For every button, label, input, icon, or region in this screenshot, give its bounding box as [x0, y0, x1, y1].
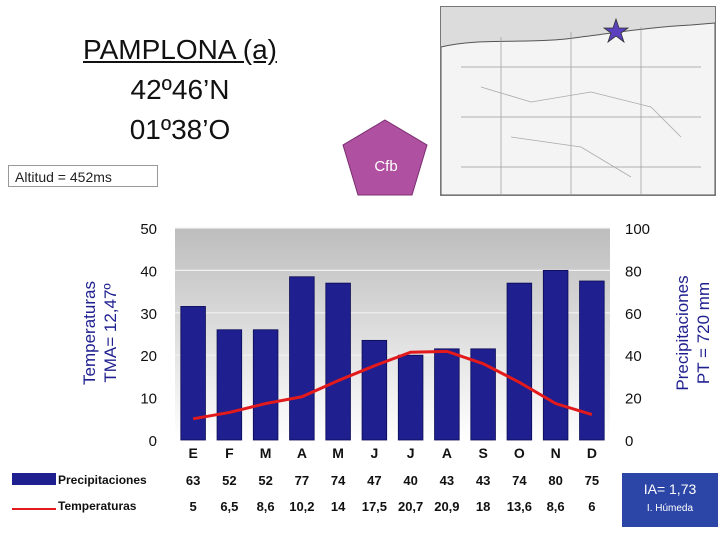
- right-tick-label: 80: [625, 263, 642, 280]
- precipitation-value: 52: [258, 473, 272, 488]
- precipitation-bar: [216, 329, 243, 441]
- temperature-value: 17,5: [362, 499, 387, 514]
- temperature-value: 6,5: [220, 499, 238, 514]
- category-label: M: [332, 445, 344, 461]
- category-label: D: [587, 445, 597, 461]
- chart-title: PAMPLONA (a) 42º46’N 01º38’O: [60, 30, 300, 150]
- altitude-label: Altitud = 452ms: [8, 165, 158, 187]
- precipitation-value: 75: [585, 473, 599, 488]
- precipitation-bar: [325, 282, 351, 441]
- temperature-value: 6: [588, 499, 595, 514]
- aridity-index-box: IA= 1,73 I. Húmeda: [622, 473, 718, 527]
- left-tick-label: 10: [140, 391, 157, 408]
- left-tick-label: 40: [140, 263, 157, 280]
- precipitation-bar: [289, 276, 315, 441]
- category-label: N: [551, 445, 561, 461]
- category-label: A: [297, 445, 307, 461]
- location-map: [440, 6, 716, 196]
- legend-temperature: Temperaturas: [58, 499, 137, 513]
- left-axis-ticks: 0 10 20 30 40 50: [140, 221, 157, 450]
- aridity-index: IA= 1,73: [643, 481, 697, 497]
- station-name: PAMPLONA (a): [83, 34, 277, 65]
- category-label: J: [370, 445, 378, 461]
- precipitation-bar: [180, 306, 206, 441]
- precipitation-value: 47: [367, 473, 381, 488]
- temperature-row: 5 6,5 8,6 10,2 14 17,5 20,7 20,9 18 13,6 8,6 6: [190, 499, 596, 514]
- temperature-value: 20,7: [398, 499, 423, 514]
- temperature-value: 13,6: [507, 499, 532, 514]
- precipitation-bar: [579, 280, 605, 441]
- category-label: M: [260, 445, 272, 461]
- right-axis-label-1: Precipitaciones: [673, 275, 692, 390]
- temperature-value: 5: [190, 499, 197, 514]
- precipitation-bar: [361, 339, 388, 441]
- precipitation-value: 77: [295, 473, 309, 488]
- map-graphic: [441, 7, 715, 195]
- temperature-value: 8,6: [257, 499, 275, 514]
- left-tick-label: 0: [149, 433, 157, 450]
- left-axis-label-1: Temperaturas: [80, 281, 99, 385]
- right-tick-label: 60: [625, 306, 642, 323]
- plot-area: [175, 228, 610, 440]
- left-axis-label-2: TMA= 12,47º: [101, 283, 120, 382]
- latitude: 42º46’N: [130, 74, 230, 105]
- right-tick-label: 0: [625, 433, 633, 450]
- right-axis-ticks: 0 20 40 60 80 100: [625, 221, 650, 450]
- temperature-value: 10,2: [289, 499, 314, 514]
- precipitation-bar: [506, 282, 533, 441]
- right-tick-label: 40: [625, 348, 642, 365]
- right-axis-label-2: PT = 720 mm: [694, 282, 713, 384]
- precipitation-bar: [252, 329, 279, 441]
- humidity-class: I. Húmeda: [646, 503, 694, 514]
- category-label: E: [188, 445, 197, 461]
- category-label: O: [514, 445, 525, 461]
- precipitation-value: 74: [512, 473, 527, 488]
- temperature-value: 18: [476, 499, 490, 514]
- category-label: J: [407, 445, 415, 461]
- left-tick-label: 50: [140, 221, 157, 238]
- precipitation-bar: [434, 348, 460, 441]
- category-label: F: [225, 445, 234, 461]
- precipitation-bar: [542, 269, 569, 441]
- precipitation-bar: [397, 354, 424, 441]
- gridlines: [175, 227, 610, 399]
- right-tick-label: 20: [625, 391, 642, 408]
- longitude: 01º38’O: [129, 114, 231, 145]
- legend-precip-swatch: [12, 473, 56, 485]
- precipitation-value: 43: [440, 473, 454, 488]
- category-label: S: [478, 445, 487, 461]
- climate-pentagon: [342, 119, 428, 196]
- temperature-value: 20,9: [434, 499, 459, 514]
- legend-precipitation: Precipitaciones: [58, 473, 147, 487]
- left-tick-label: 30: [140, 306, 157, 323]
- left-tick-label: 20: [140, 348, 157, 365]
- precipitation-value: 52: [222, 473, 236, 488]
- temperature-value: 8,6: [547, 499, 565, 514]
- climate-code: Cfb: [374, 158, 397, 175]
- category-label: A: [442, 445, 452, 461]
- precipitation-value: 40: [403, 473, 417, 488]
- temperature-value: 14: [331, 499, 346, 514]
- precipitation-row: 63 52 52 77 74 47 40 43 43 74 80 75: [186, 473, 599, 488]
- temperature-line: [192, 349, 593, 421]
- precipitation-value: 74: [331, 473, 346, 488]
- location-star-icon: [602, 17, 630, 44]
- precipitation-value: 43: [476, 473, 490, 488]
- precipitation-value: 80: [548, 473, 562, 488]
- precipitation-bars: [180, 269, 605, 441]
- data-table: Precipitaciones Temperaturas 63 52 52 77 74 4…: [12, 473, 599, 514]
- right-tick-label: 100: [625, 221, 650, 238]
- precipitation-value: 63: [186, 473, 200, 488]
